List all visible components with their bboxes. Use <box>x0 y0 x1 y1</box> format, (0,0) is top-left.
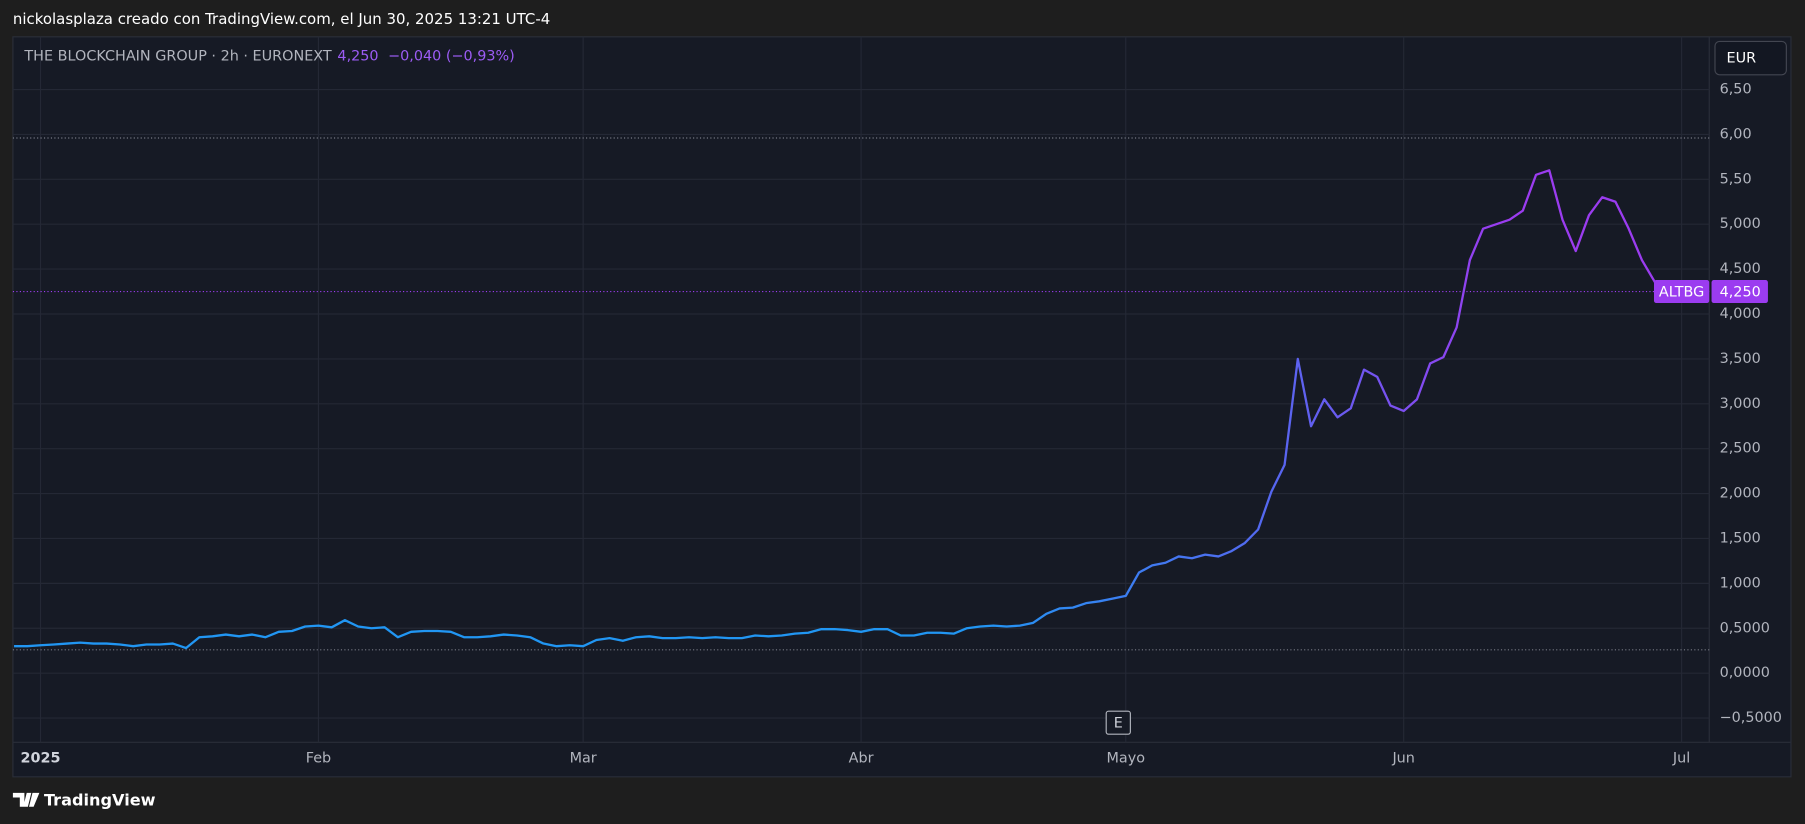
currency-button[interactable] <box>1714 40 1787 76</box>
plot <box>12 137 1710 651</box>
y-tick-label: 3,000 <box>1720 396 1761 412</box>
y-tick-label: 4,500 <box>1720 261 1761 277</box>
y-tick-label: 1,000 <box>1720 575 1761 591</box>
price-tag <box>1711 280 1768 304</box>
symbol-title: THE BLOCKCHAIN GROUP · 2h · EURONEXT <box>23 48 331 64</box>
x-tick-label: Abr <box>849 750 874 766</box>
x-tick-label: Jun <box>1391 750 1414 766</box>
symbol-tag-label: ALTBG <box>1659 285 1704 301</box>
price-tag-label: 4,250 <box>1720 285 1761 301</box>
x-tick-label: 2025 <box>21 750 61 766</box>
x-tick-label: Feb <box>306 750 331 766</box>
grid <box>12 36 1710 743</box>
event-marker[interactable] <box>1105 710 1131 735</box>
y-tick-label: 6,00 <box>1720 126 1752 142</box>
y-tick-label: 5,000 <box>1720 216 1761 232</box>
symbol-tag <box>1653 280 1710 304</box>
y-tick-label: 2,500 <box>1720 441 1761 457</box>
y-tick-label: −0,5000 <box>1720 710 1782 726</box>
currency-label: EUR <box>1727 51 1757 67</box>
price-line <box>14 169 1670 650</box>
brand: TradingView <box>44 790 156 809</box>
event-marker-label: E <box>1114 715 1123 731</box>
legend-price: 4,250 <box>337 48 378 64</box>
y-tick-label: 0,5000 <box>1720 620 1770 636</box>
x-tick-label: Mar <box>570 750 597 766</box>
y-tick-label: 5,50 <box>1720 171 1752 187</box>
x-tick-label: Jul <box>1672 750 1690 766</box>
y-tick-label: 4,000 <box>1720 306 1761 322</box>
y-tick-label: 2,000 <box>1720 486 1761 502</box>
y-tick-label: 0,0000 <box>1720 665 1770 681</box>
caption: nickolasplaza creado con TradingView.com… <box>13 10 550 28</box>
x-tick-label: Mayo <box>1107 750 1146 766</box>
y-tick-label: 1,500 <box>1720 530 1761 546</box>
y-tick-label: 6,50 <box>1720 82 1752 98</box>
y-tick-label: 3,500 <box>1720 351 1761 367</box>
legend-change: −0,040 (−0,93%) <box>388 48 515 64</box>
brand-logo <box>12 792 40 807</box>
chart-pane <box>12 36 1792 778</box>
